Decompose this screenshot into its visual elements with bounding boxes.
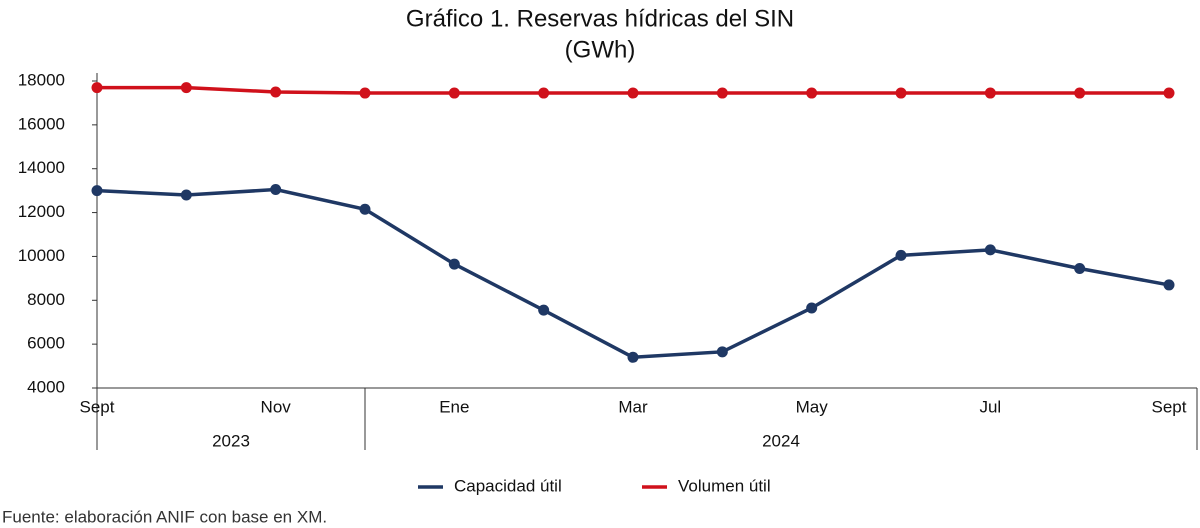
year-label: 2024 <box>762 431 800 450</box>
point <box>895 249 907 261</box>
point <box>984 87 996 99</box>
y-tick-label: 10000 <box>18 246 65 265</box>
point <box>716 346 728 358</box>
point <box>91 82 103 94</box>
source-note: Fuente: elaboración ANIF con base en XM. <box>2 507 327 526</box>
point <box>627 87 639 99</box>
point <box>538 87 550 99</box>
point <box>716 87 728 99</box>
point <box>1163 279 1175 291</box>
x-tick-label: Sept <box>1152 397 1187 416</box>
point <box>359 87 371 99</box>
y-tick-label: 18000 <box>18 70 65 89</box>
point <box>984 244 996 256</box>
point <box>806 302 818 314</box>
point <box>270 86 282 98</box>
point <box>91 185 103 197</box>
x-tick-label: Nov <box>261 397 292 416</box>
line-series <box>96 187 1170 360</box>
y-tick-label: 16000 <box>18 114 65 133</box>
chart-subtitle: (GWh) <box>565 36 636 63</box>
point <box>1074 87 1086 99</box>
x-tick-label: Mar <box>618 397 648 416</box>
legend-label: Volumen útil <box>678 476 771 495</box>
legend-label: Capacidad útil <box>454 476 562 495</box>
y-tick-label: 6000 <box>27 334 65 353</box>
point <box>448 87 460 99</box>
point <box>627 351 639 363</box>
point <box>806 87 818 99</box>
x-tick-label: Ene <box>439 397 469 416</box>
x-tick-label: Sept <box>80 397 115 416</box>
y-tick-label: 14000 <box>18 158 65 177</box>
point <box>895 87 907 99</box>
chart-title: Gráfico 1. Reservas hídricas del SIN <box>406 5 794 32</box>
x-tick-label: Jul <box>979 397 1001 416</box>
year-label: 2023 <box>212 431 250 450</box>
y-tick-label: 12000 <box>18 202 65 221</box>
x-tick-label: May <box>796 397 829 416</box>
y-tick-label: 4000 <box>27 377 65 396</box>
point <box>538 304 550 316</box>
point <box>359 203 371 215</box>
point <box>180 189 192 201</box>
y-tick-label: 8000 <box>27 290 65 309</box>
point <box>1074 262 1086 274</box>
point <box>448 258 460 270</box>
point <box>270 184 282 196</box>
point <box>180 82 192 94</box>
point <box>1163 87 1175 99</box>
